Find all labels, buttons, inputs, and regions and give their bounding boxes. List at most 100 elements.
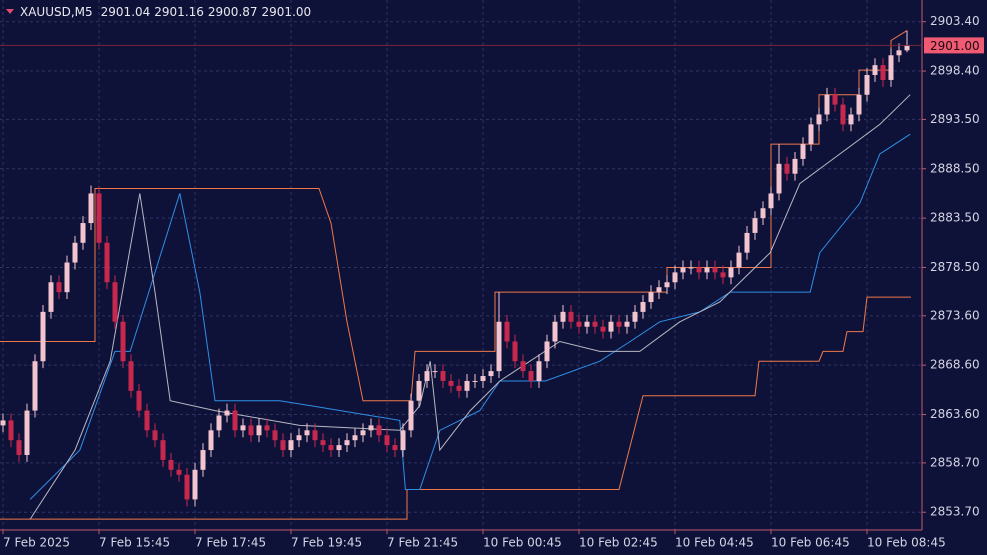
x-tick-label: 7 Feb 19:45 — [291, 536, 362, 550]
candle-body — [432, 371, 438, 373]
candle-body — [656, 287, 662, 293]
candle-body — [296, 435, 302, 441]
candle-body — [776, 163, 782, 194]
candle-body — [896, 50, 902, 56]
x-tick-label: 10 Feb 00:45 — [483, 536, 562, 550]
candle-body — [88, 193, 94, 224]
candle-body — [352, 435, 358, 441]
candle-body — [8, 420, 14, 441]
candle-body — [376, 425, 382, 436]
candle-body — [536, 361, 542, 381]
candle-body — [304, 430, 310, 436]
candle-body — [360, 430, 366, 436]
candle-body — [240, 425, 246, 431]
candle-body — [64, 262, 70, 293]
candle-body — [256, 425, 262, 436]
candle-body — [424, 371, 430, 381]
candle-body — [904, 45, 910, 51]
candle-body — [712, 267, 718, 273]
candle-body — [152, 430, 158, 441]
candle-body — [328, 445, 334, 451]
candle-body — [592, 321, 598, 327]
chart-header: XAUUSD,M5 2901.04 2901.16 2900.87 2901.00 — [20, 5, 311, 19]
candle-body — [96, 193, 102, 243]
candle-body — [520, 361, 526, 372]
candle-body — [792, 158, 798, 174]
candle-body — [416, 380, 422, 401]
candle-body — [800, 144, 806, 159]
candle-body — [312, 430, 318, 441]
candle-body — [208, 430, 214, 451]
quote-close: 2901.00 — [262, 5, 312, 19]
candle-body — [320, 440, 326, 446]
candle-body — [560, 311, 566, 322]
x-tick-label: 7 Feb 2025 — [3, 536, 70, 550]
candle-body — [448, 380, 454, 386]
candle-body — [728, 267, 734, 278]
quote-high: 2901.16 — [154, 5, 204, 19]
y-tick-label: 2893.50 — [930, 112, 980, 126]
candle-body — [120, 321, 126, 362]
candle-body — [168, 459, 174, 470]
candle-body — [600, 326, 606, 332]
candle-body — [272, 430, 278, 441]
x-tick-label: 10 Feb 06:45 — [771, 536, 850, 550]
candle-body — [440, 371, 446, 381]
candle-body — [472, 380, 478, 382]
candle-body — [400, 430, 406, 451]
y-tick-label: 2898.40 — [930, 64, 980, 78]
y-tick-label: 2873.60 — [930, 308, 980, 322]
candle-body — [664, 282, 670, 288]
candle-body — [608, 321, 614, 332]
candle-body — [576, 321, 582, 327]
candle-body — [888, 55, 894, 80]
candle-body — [544, 341, 550, 362]
x-tick-label: 10 Feb 04:45 — [675, 536, 754, 550]
candle-body — [880, 65, 886, 80]
candle-body — [288, 440, 294, 451]
candle-body — [624, 321, 630, 327]
candle-body — [368, 425, 374, 431]
candle-body — [528, 371, 534, 381]
candle-body — [160, 440, 166, 460]
y-tick-label: 2888.50 — [930, 161, 980, 175]
candle-body — [616, 321, 622, 327]
candle-body — [144, 410, 150, 431]
x-tick-label: 7 Feb 21:45 — [387, 536, 458, 550]
candle-body — [784, 163, 790, 174]
candle-body — [816, 114, 822, 125]
candle-body — [584, 321, 590, 327]
candle-body — [184, 474, 190, 500]
candle-body — [840, 104, 846, 125]
grid-layer — [0, 0, 922, 530]
candle-body — [808, 124, 814, 145]
candle-body — [40, 311, 46, 362]
candle-body — [552, 321, 558, 342]
candle-body — [392, 445, 398, 451]
x-tick-label: 10 Feb 08:45 — [867, 536, 946, 550]
menu-arrow[interactable] — [6, 9, 14, 14]
candle-body — [232, 410, 238, 431]
candle-body — [824, 94, 830, 115]
channel-line — [0, 296, 911, 520]
candle-layer — [0, 30, 910, 507]
candle-body — [80, 223, 86, 243]
candle-body — [48, 282, 54, 312]
candle-body — [504, 321, 510, 342]
candle-body — [640, 302, 646, 312]
candle-body — [56, 282, 62, 293]
candle-body — [104, 242, 110, 283]
candle-body — [704, 267, 710, 273]
candle-body — [648, 292, 654, 303]
quote-open: 2901.04 — [101, 5, 151, 19]
candle-body — [848, 114, 854, 125]
candle-body — [568, 311, 574, 322]
candle-body — [672, 272, 678, 283]
candle-body — [768, 193, 774, 209]
y-tick-label: 2878.50 — [930, 260, 980, 274]
y-tick-label: 2858.70 — [930, 455, 980, 469]
candle-body — [512, 341, 518, 362]
